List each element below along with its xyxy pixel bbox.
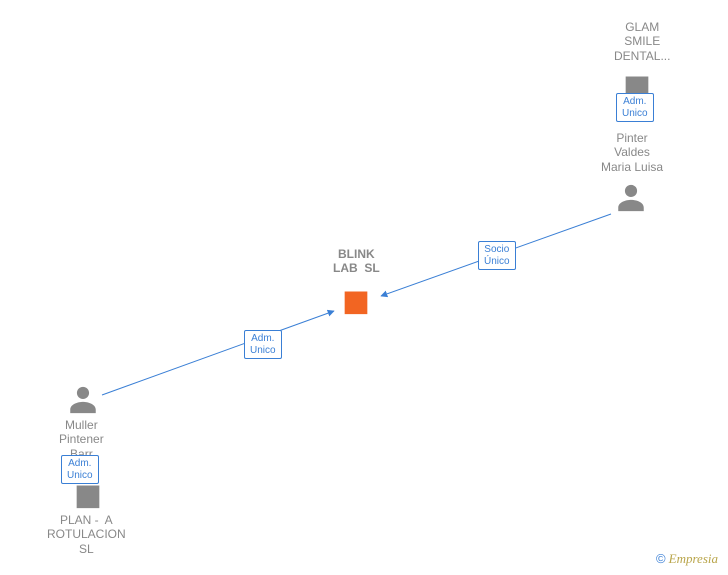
node-label: BLINK LAB SL <box>333 247 380 276</box>
edge-label: Adm. Unico <box>244 330 282 359</box>
edge-line <box>102 311 334 395</box>
person-icon[interactable] <box>614 180 648 219</box>
person-icon[interactable] <box>66 382 100 421</box>
edge-label: Adm. Unico <box>61 455 99 484</box>
node-label: GLAM SMILE DENTAL... <box>614 20 670 63</box>
copyright-glyph: © <box>656 551 666 566</box>
credit: ©Empresia <box>656 551 718 567</box>
edge-label: Adm. Unico <box>616 93 654 122</box>
edge-label: Socio Único <box>478 241 516 270</box>
building-icon[interactable] <box>339 283 373 322</box>
node-label: PLAN - A ROTULACION SL <box>47 513 126 556</box>
diagram-canvas: BLINK LAB SL GLAM SMILE DENTAL... Pinter V… <box>0 0 728 575</box>
credit-brand: Empresia <box>669 551 718 566</box>
node-label: Pinter Valdes Maria Luisa <box>601 131 663 174</box>
